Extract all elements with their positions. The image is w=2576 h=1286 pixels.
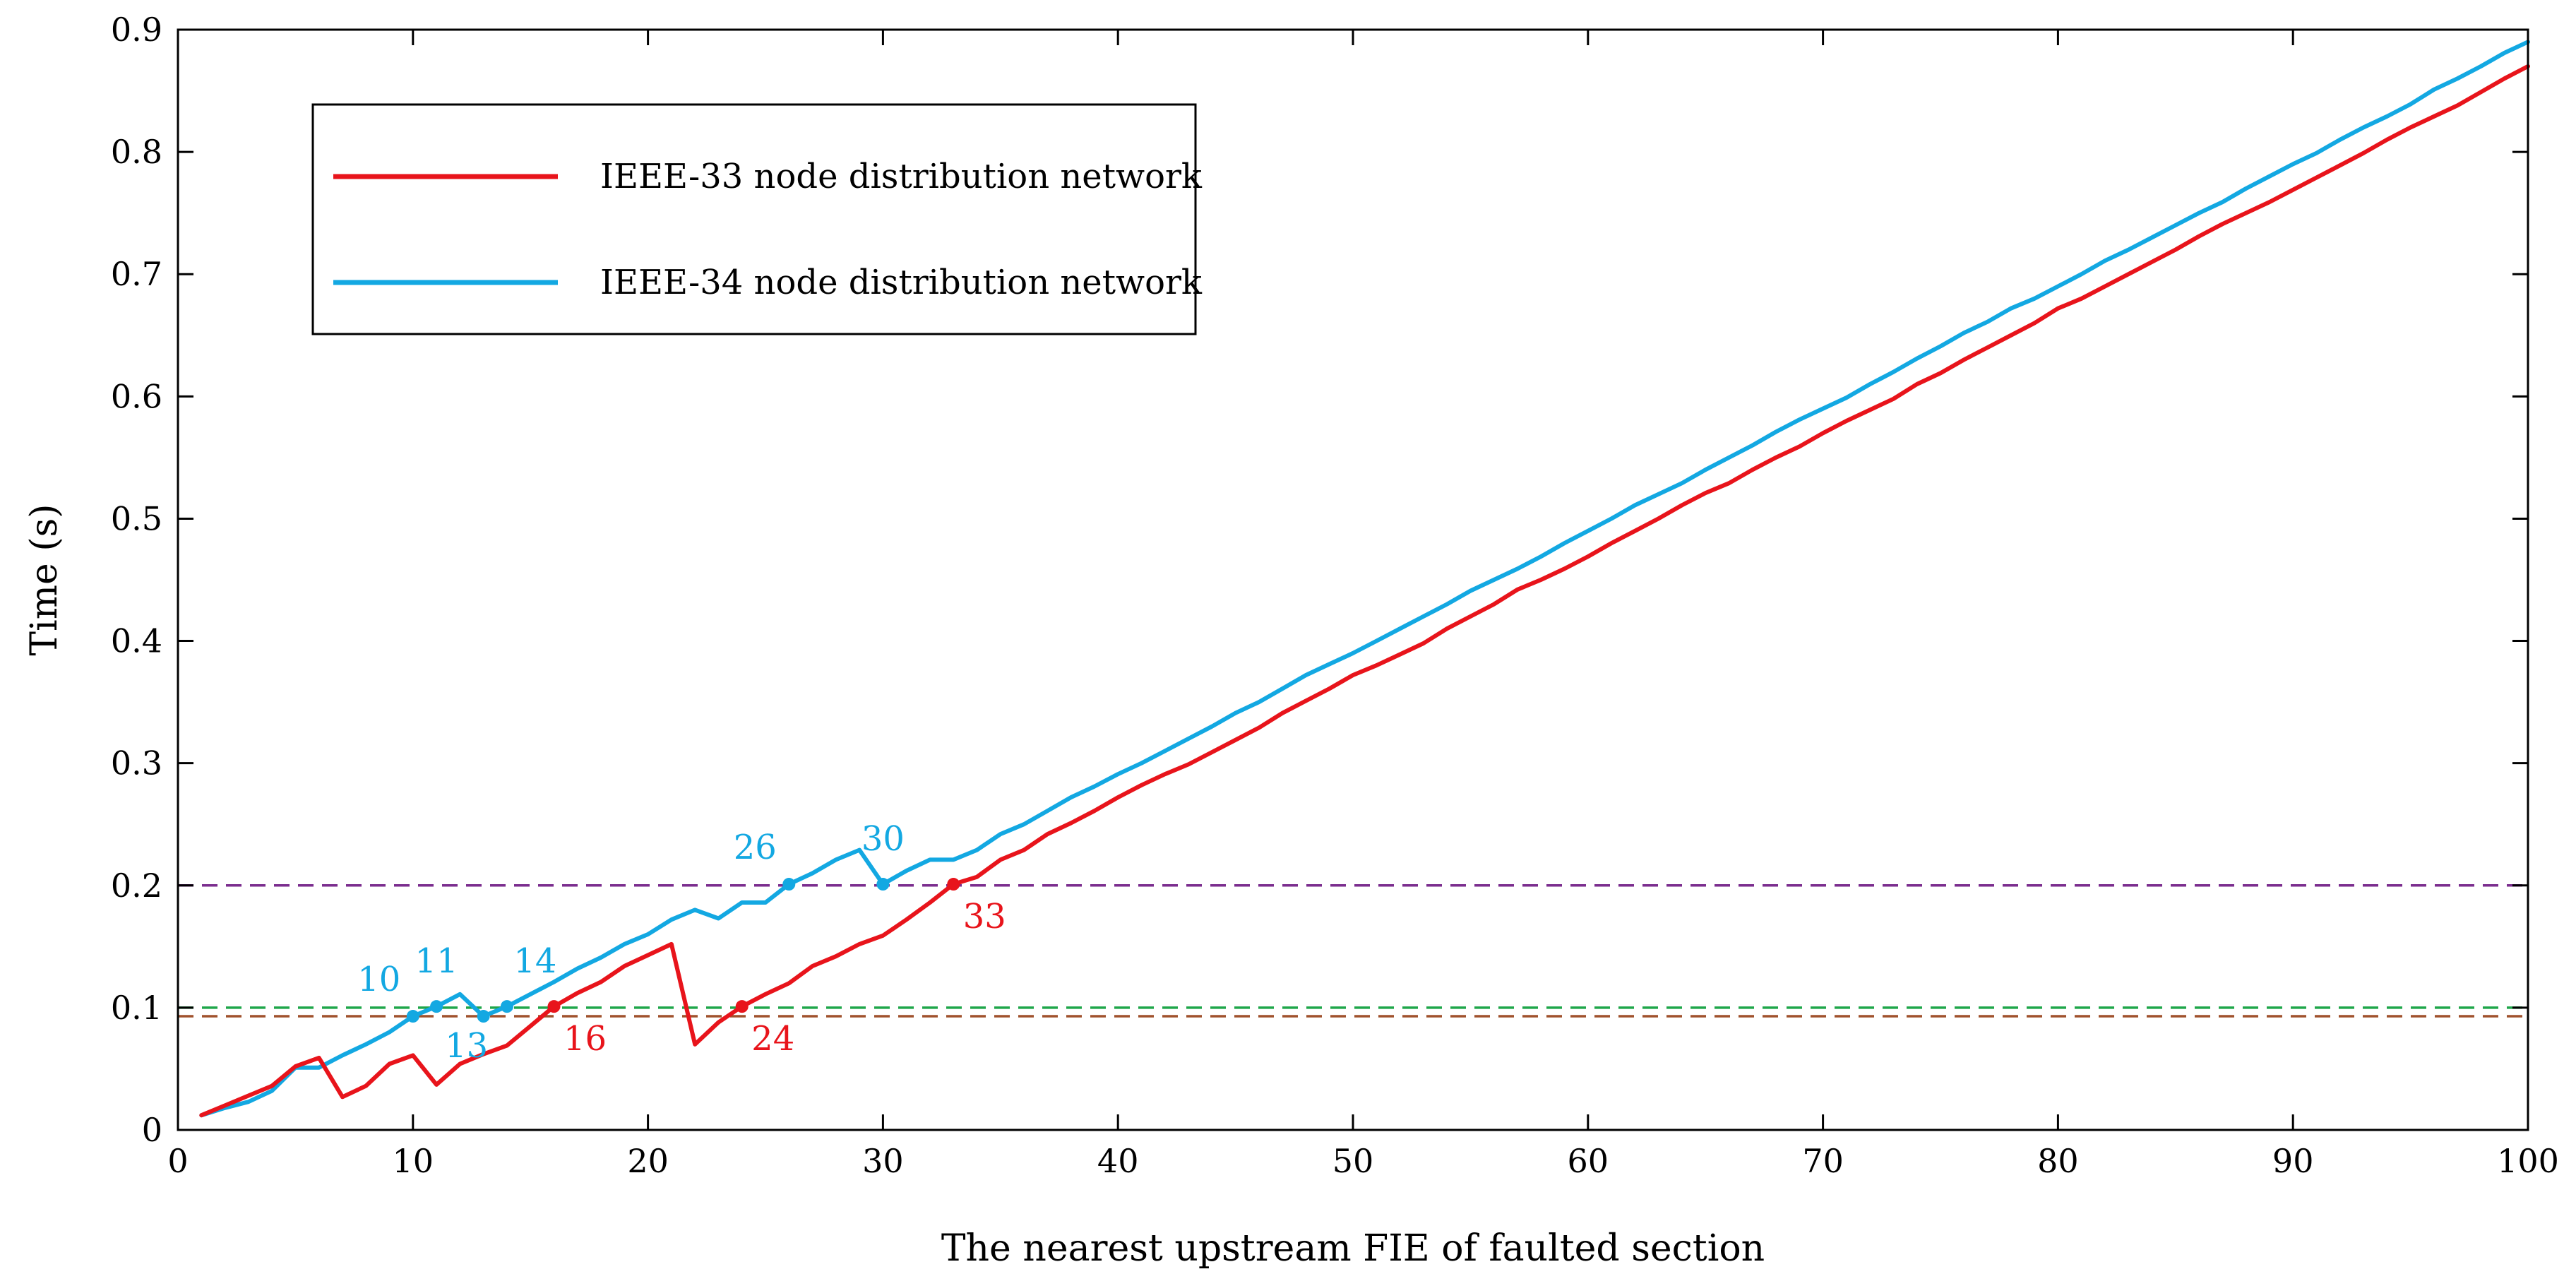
annotation-marker-11	[430, 1000, 443, 1013]
annotation-labels: 10 11 13 14 26 30 16 24 33	[357, 819, 1006, 1066]
y-tick-label: 0	[142, 1111, 162, 1149]
annotation-marker-30	[876, 878, 890, 891]
x-tick-label: 30	[862, 1142, 904, 1180]
annotation-marker-33	[947, 878, 960, 891]
x-tick-label: 40	[1097, 1142, 1139, 1180]
annotation-label-30: 30	[861, 819, 905, 859]
legend-label-ieee-34: IEEE-34 node distribution network	[600, 263, 1203, 302]
y-axis-ticks: 0 0.1 0.2 0.3 0.4 0.5 0.6 0.7 0.8 0.9	[111, 11, 2528, 1149]
y-tick-label: 0.2	[111, 867, 162, 905]
legend: IEEE-33 node distribution network IEEE-3…	[311, 103, 1203, 335]
x-tick-label: 0	[167, 1142, 188, 1180]
x-tick-label: 60	[1568, 1142, 1609, 1180]
y-tick-label: 0.6	[111, 377, 162, 415]
annotation-marker-13	[477, 1010, 490, 1023]
annotation-markers	[406, 878, 960, 1023]
y-tick-label: 0.3	[111, 744, 162, 782]
y-tick-label: 0.1	[111, 989, 162, 1027]
y-tick-label: 0.9	[111, 11, 162, 49]
annotation-label-11: 11	[415, 941, 458, 981]
annotation-label-33: 33	[963, 897, 1006, 936]
y-tick-label: 0.4	[111, 622, 162, 660]
annotation-label-24: 24	[751, 1019, 794, 1059]
annotation-marker-26	[782, 878, 796, 891]
legend-box	[311, 103, 1197, 335]
x-tick-label: 50	[1332, 1142, 1374, 1180]
annotation-label-14: 14	[513, 941, 556, 981]
annotation-marker-14	[500, 1000, 513, 1013]
annotation-marker-24	[735, 1000, 749, 1013]
x-tick-label: 90	[2272, 1142, 2314, 1180]
x-axis-title: The nearest upstream FIE of faulted sect…	[941, 1227, 1765, 1270]
y-tick-label: 0.8	[111, 133, 162, 171]
annotation-marker-16	[547, 1000, 561, 1013]
y-axis-title: Time (s)	[23, 504, 66, 655]
annotation-label-26: 26	[734, 828, 777, 867]
series-line-ieee-34	[199, 40, 2530, 1118]
annotation-label-10: 10	[357, 960, 400, 999]
series-line-ieee-33	[199, 64, 2530, 1118]
annotation-marker-10	[406, 1010, 419, 1023]
legend-label-ieee-33: IEEE-33 node distribution network	[600, 157, 1203, 196]
x-tick-label: 10	[393, 1142, 434, 1180]
x-tick-label: 70	[1802, 1142, 1844, 1180]
y-tick-label: 0.7	[111, 255, 162, 293]
x-tick-label: 100	[2497, 1142, 2559, 1180]
annotation-label-13: 13	[445, 1026, 488, 1066]
x-tick-label: 20	[627, 1142, 669, 1180]
series-lines	[199, 40, 2530, 1118]
annotation-label-16: 16	[564, 1019, 607, 1059]
y-tick-label: 0.5	[111, 499, 162, 537]
x-axis-ticks: 0 10 20 30 40 50 60 70 80 90 100	[167, 30, 2559, 1180]
x-tick-label: 80	[2037, 1142, 2079, 1180]
reference-lines	[178, 884, 2528, 1018]
